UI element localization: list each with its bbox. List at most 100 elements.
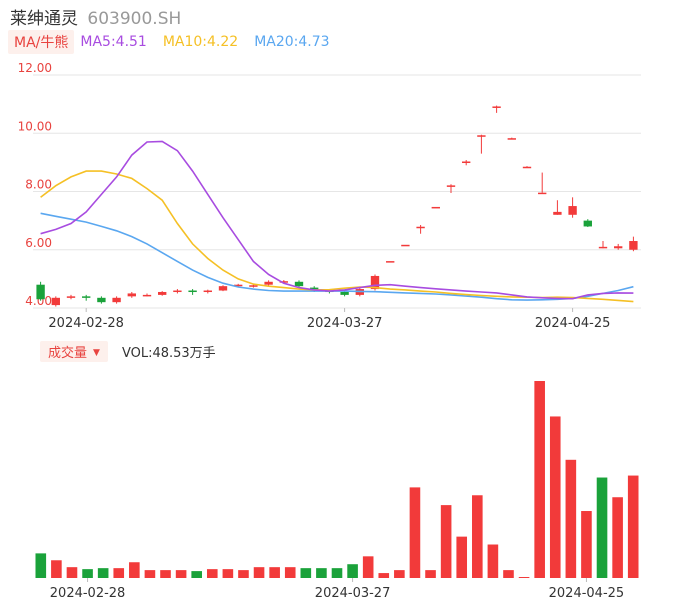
y-tick-label: 8.00	[25, 178, 52, 192]
candle	[583, 219, 592, 228]
volume-bar	[269, 567, 280, 578]
x-tick-label: 2024-04-25	[535, 316, 611, 330]
volume-bar	[518, 577, 530, 578]
ma20-line	[40, 212, 634, 301]
candle	[538, 172, 547, 195]
candle-body	[173, 290, 182, 293]
volume-bar	[35, 553, 47, 578]
volume-bar	[300, 568, 312, 578]
candle-body	[264, 281, 273, 285]
candle-body	[568, 206, 577, 215]
candle-body	[234, 284, 243, 287]
candle	[507, 137, 516, 140]
candle-body	[553, 211, 562, 215]
volume-bar	[175, 570, 187, 578]
ma5-line	[40, 140, 634, 300]
price-chart: 12.00 10.00 8.00 6.00 4.00 2024-02-28 2024-03-…	[18, 61, 641, 330]
candle	[51, 296, 60, 307]
candle	[66, 294, 76, 300]
volume-bar	[565, 459, 577, 578]
candle	[492, 105, 501, 113]
candle-body	[431, 206, 440, 209]
volume-bar	[253, 567, 265, 578]
candle-body	[446, 185, 456, 187]
y-tick-label: 4.00	[25, 294, 52, 308]
stock-title: 莱绅通灵 603900.SH	[10, 4, 181, 29]
candle	[401, 244, 410, 247]
volume-bar	[51, 560, 62, 578]
volume-bar	[191, 571, 202, 578]
candle	[431, 206, 440, 209]
candle-body	[36, 284, 45, 300]
volume-bar	[549, 416, 561, 578]
volume-bar	[97, 568, 109, 578]
candle-body	[310, 287, 319, 291]
volume-bar	[331, 568, 343, 578]
candle-body	[203, 290, 212, 293]
volume-bar	[472, 495, 483, 578]
candle	[142, 293, 152, 297]
candle	[36, 281, 45, 301]
candle-body	[401, 244, 410, 247]
volume-bar	[534, 381, 545, 578]
candle-body	[507, 138, 516, 140]
candle-body	[492, 106, 501, 108]
candle	[386, 261, 395, 263]
candle-body	[279, 281, 288, 283]
candle-body	[294, 281, 304, 287]
candle	[188, 289, 197, 295]
volume-x-tick-label: 2024-02-28	[50, 586, 126, 601]
volume-bar	[503, 570, 514, 578]
volume-bar	[206, 569, 218, 578]
candle-body	[340, 291, 349, 295]
volume-bar	[394, 570, 405, 578]
y-tick-label: 6.00	[25, 236, 52, 250]
volume-value: VOL:48.53万手	[121, 345, 216, 361]
x-tick-label: 2024-02-28	[48, 316, 124, 330]
volume-bar	[581, 511, 592, 578]
volume-bar	[425, 570, 436, 578]
candle-body	[142, 294, 152, 297]
candle	[598, 241, 608, 249]
volume-bar	[238, 570, 249, 578]
candle	[629, 236, 638, 252]
volume-bar	[113, 568, 125, 578]
candle-body	[218, 286, 228, 291]
ma5-legend: MA5:4.51	[80, 34, 147, 50]
candle-body	[127, 293, 136, 297]
candle-body	[522, 166, 532, 169]
stock-code: 603900.SH	[87, 9, 182, 29]
volume-bar	[487, 544, 499, 578]
candle	[462, 160, 471, 166]
volume-legend: 成交量 ▼ VOL:48.53万手	[40, 340, 216, 362]
candle	[553, 200, 562, 215]
candle-body	[112, 297, 121, 303]
candle-body	[158, 291, 167, 295]
volume-bar	[222, 569, 234, 578]
candle-body	[249, 285, 258, 287]
volume-indicator-button[interactable]: 成交量 ▼	[40, 340, 108, 362]
candle	[97, 296, 106, 304]
candle-body	[51, 297, 60, 306]
ma-legend: MA/牛熊 MA5:4.51 MA10:4.22 MA20:4.73	[8, 30, 346, 54]
candle	[127, 291, 136, 298]
candle-body	[629, 241, 638, 250]
candle	[416, 224, 425, 234]
ma20-legend: MA20:4.73	[254, 34, 330, 50]
candle	[568, 197, 577, 218]
candle	[477, 134, 486, 154]
volume-bar	[378, 573, 390, 578]
candle-body	[82, 296, 91, 298]
volume-x-tick-label: 2024-04-25	[549, 586, 625, 601]
stock-name: 莱绅通灵	[10, 9, 78, 29]
candle	[446, 184, 456, 193]
candle	[218, 285, 228, 292]
volume-bar	[440, 505, 452, 578]
volume-bar	[456, 536, 468, 578]
candle-body	[386, 261, 395, 263]
ma-mode-button[interactable]: MA/牛熊	[8, 30, 75, 54]
volume-bar	[316, 568, 327, 578]
candle-body	[66, 296, 76, 298]
candle	[82, 294, 91, 301]
volume-bar	[144, 570, 156, 578]
